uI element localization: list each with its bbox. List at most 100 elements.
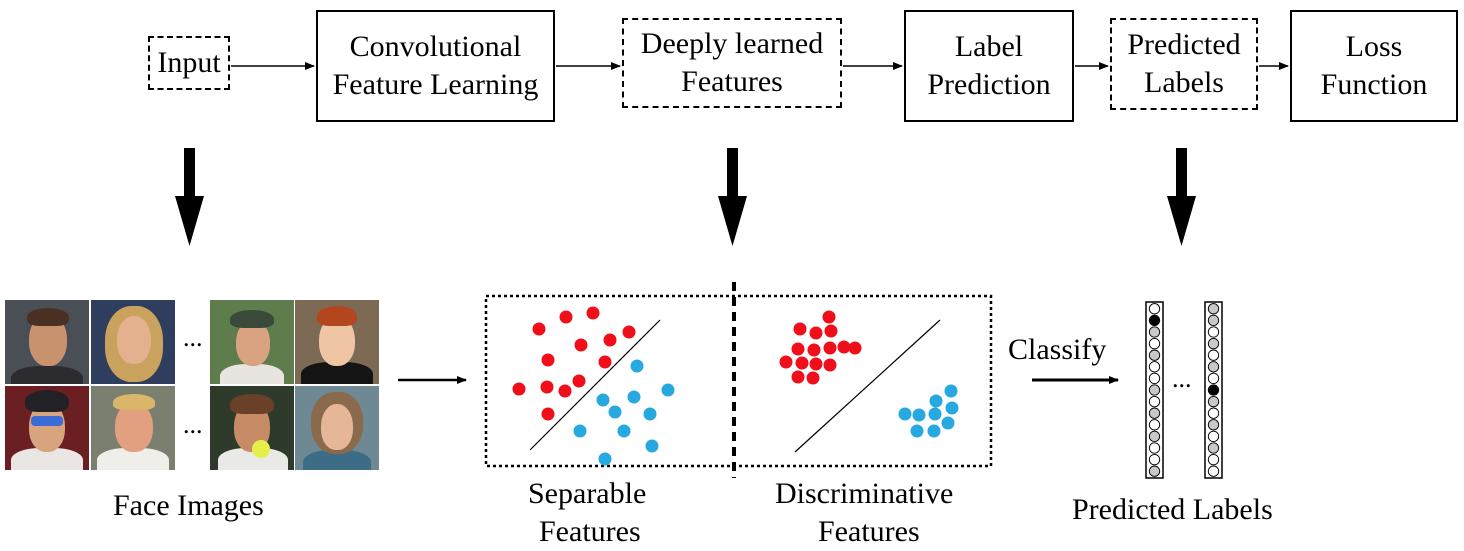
discriminative-caption-line1: Discriminative [775,477,954,510]
point-a [822,310,836,324]
point-b [941,416,955,430]
face-images-caption: Face Images [113,489,264,522]
point-a [837,340,851,354]
label-cell [1148,326,1161,338]
point-b [627,390,641,404]
label-cell [1207,349,1220,361]
point-a [809,357,823,371]
label-cell [1148,314,1161,327]
separable-boundary [529,319,661,451]
label-cell [1207,384,1220,396]
point-b [927,424,941,438]
point-b [573,424,587,438]
point-a [559,310,573,324]
label-cell [1148,349,1161,361]
predicted-labels-line1: Predicted [1127,28,1241,61]
label-cell [1207,407,1220,419]
loss-function-line1: Loss [1345,30,1403,63]
conv-label-line2: Feature Learning [332,68,539,101]
label-column-2 [1204,301,1223,479]
point-a [586,306,600,320]
label-cell [1207,303,1220,315]
discriminative-class-a-points [779,310,862,385]
point-b [630,359,644,373]
face-row1-ellipsis: ... [183,323,203,352]
point-a [541,407,555,421]
label-prediction-line2: Prediction [927,68,1051,101]
loss-function-line2: Function [1320,68,1428,101]
label-cell [1148,361,1161,373]
point-a [807,343,821,357]
label-cell [1207,372,1220,385]
point-b [608,405,622,419]
point-a [791,370,805,384]
label-cell [1207,453,1220,466]
conv-label-line1: Convolutional [349,30,522,63]
conv-feature-learning-box: Convolutional Feature Learning [316,10,555,122]
discriminative-caption-line2: Features [818,515,920,548]
face-image [91,300,175,384]
point-b [944,384,958,398]
point-b [617,424,631,438]
point-b [645,439,659,453]
point-a [603,333,617,347]
point-b [898,407,912,421]
face-image [210,386,294,470]
deep-label-line2: Features [681,65,783,98]
label-cell [1148,419,1161,431]
separable-caption-line1: Separable [528,477,647,510]
face-image [295,386,379,470]
point-a [823,341,837,355]
label-cell [1148,384,1161,396]
point-a [824,324,838,338]
down-arrow-labels [1167,148,1196,246]
label-cell [1207,395,1220,408]
label-cell [1207,430,1220,443]
point-a [779,355,793,369]
point-b [945,401,959,415]
down-arrow-features [718,148,747,246]
point-a [823,358,837,372]
point-a [806,371,820,385]
point-b [929,394,943,408]
point-a [541,353,555,367]
label-cell [1148,430,1161,443]
label-column-1 [1145,301,1164,479]
label-cell [1148,372,1161,385]
label-cell [1148,407,1161,419]
point-a [598,355,612,369]
point-a [512,382,526,396]
label-cell [1148,395,1161,408]
separable-class-a-points [512,306,636,421]
point-b [910,424,924,438]
label-cell [1148,303,1161,315]
point-b [596,393,610,407]
face-image [295,300,379,384]
point-b [598,452,612,466]
label-cell [1207,361,1220,373]
down-arrow-input [175,148,204,246]
input-box: Input [148,36,230,90]
label-cell [1148,453,1161,466]
point-b [928,407,942,421]
face-image [5,300,89,384]
point-a [574,338,588,352]
point-a [848,341,862,355]
point-a [540,380,554,394]
point-a [558,384,572,398]
loss-function-box: Loss Function [1290,10,1458,122]
deep-features-box: Deeply learned Features [622,18,842,108]
point-a [622,325,636,339]
predicted-labels-line2: Labels [1144,66,1224,99]
separable-caption-line2: Features [539,515,641,548]
point-a [809,326,823,340]
point-b [643,407,657,421]
point-b [661,383,675,397]
deep-label-line1: Deeply learned [640,27,824,60]
label-cell [1207,465,1220,477]
separable-class-b-points [573,359,675,466]
point-b [912,408,926,422]
label-cell [1207,419,1220,431]
label-columns-ellipsis: ... [1172,364,1192,393]
